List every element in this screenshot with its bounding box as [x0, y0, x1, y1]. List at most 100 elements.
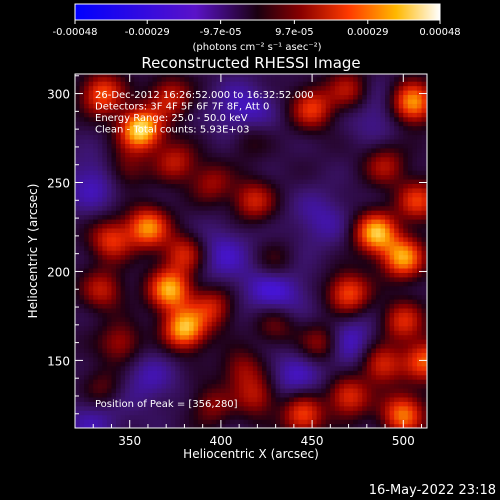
heatmap-cell — [161, 379, 167, 385]
heatmap-cell — [334, 134, 341, 140]
heatmap-cell — [93, 370, 99, 376]
heatmap-cell — [138, 152, 144, 158]
heatmap-cell — [134, 379, 140, 385]
heatmap-cell — [198, 347, 204, 353]
heatmap-cell — [157, 76, 163, 82]
heatmap-cell — [257, 383, 263, 389]
heatmap-cell — [252, 299, 258, 305]
heatmap-cell — [179, 125, 186, 131]
heatmap-cell — [325, 312, 331, 318]
heatmap-cell — [106, 352, 113, 358]
heatmap-cell — [302, 290, 309, 296]
heatmap-cell — [230, 334, 236, 340]
heatmap-cell — [143, 259, 149, 265]
heatmap-cell — [188, 81, 195, 87]
heatmap-cell — [307, 281, 313, 287]
heatmap-cell — [266, 365, 272, 371]
heatmap-cell — [248, 334, 254, 340]
heatmap-cell — [275, 134, 281, 140]
heatmap-cell — [88, 321, 94, 327]
heatmap-cell — [225, 98, 231, 104]
heatmap-cell — [138, 365, 144, 371]
heatmap-cell — [293, 76, 300, 82]
heatmap-cell — [293, 107, 300, 113]
heatmap-cell — [275, 143, 281, 149]
heatmap-cell — [280, 152, 286, 158]
heatmap-cell — [252, 94, 258, 100]
heatmap-cell — [170, 143, 176, 149]
heatmap-cell — [289, 285, 295, 291]
heatmap-cell — [143, 392, 149, 398]
heatmap-cell — [147, 183, 154, 189]
heatmap-cell — [348, 396, 354, 402]
heatmap-cell — [93, 299, 99, 305]
heatmap-cell — [316, 347, 322, 353]
heatmap-cell — [97, 187, 103, 193]
heatmap-cell — [257, 170, 263, 176]
heatmap-cell — [111, 365, 117, 371]
heatmap-cell — [302, 147, 309, 153]
heatmap-cell — [234, 347, 240, 353]
heatmap-cell — [243, 307, 249, 313]
heatmap-cell — [166, 170, 172, 176]
heatmap-cell — [106, 254, 113, 260]
heatmap-cell — [116, 254, 122, 260]
heatmap-cell — [75, 94, 81, 100]
heatmap-cell — [321, 143, 327, 149]
heatmap-cell — [220, 254, 227, 260]
heatmap-cell — [138, 147, 144, 153]
heatmap-cell — [230, 227, 236, 233]
heatmap-cell — [175, 250, 181, 256]
heatmap-cell — [280, 370, 286, 376]
heatmap-cell — [106, 183, 113, 189]
heatmap-cell — [234, 263, 240, 269]
heatmap-cell — [271, 130, 277, 136]
heatmap-cell — [248, 236, 254, 242]
heatmap-cell — [275, 85, 281, 91]
heatmap-cell — [348, 267, 354, 273]
heatmap-cell — [316, 81, 322, 87]
heatmap-cell — [202, 383, 208, 389]
heatmap-cell — [280, 161, 286, 167]
heatmap-cell — [198, 236, 204, 242]
heatmap-cell — [79, 299, 85, 305]
heatmap-cell — [216, 254, 222, 260]
heatmap-cell — [220, 85, 227, 91]
heatmap-cell — [84, 254, 90, 260]
heatmap-cell — [334, 263, 341, 269]
heatmap-cell — [175, 267, 181, 273]
heatmap-cell — [138, 74, 144, 78]
heatmap-cell — [348, 414, 354, 420]
heatmap-cell — [84, 285, 90, 291]
colorbar-unit-label: (photons cm⁻² s⁻¹ asec⁻²) — [192, 42, 321, 53]
heatmap-cell — [239, 187, 245, 193]
heatmap-cell — [344, 330, 350, 336]
heatmap-cell — [225, 285, 231, 291]
heatmap-cell — [134, 414, 140, 420]
heatmap-cell — [93, 223, 99, 229]
heatmap-cell — [339, 125, 345, 131]
heatmap-cell — [93, 361, 99, 367]
heatmap-cell — [84, 147, 90, 153]
heatmap-cell — [243, 379, 249, 385]
heatmap-cell — [198, 121, 204, 127]
heatmap-cell — [284, 361, 290, 367]
heatmap-cell — [261, 272, 268, 278]
heatmap-cell — [334, 214, 341, 220]
heatmap-cell — [234, 223, 240, 229]
heatmap-cell — [170, 361, 176, 367]
heatmap-cell — [188, 121, 195, 127]
heatmap-cell — [179, 223, 186, 229]
heatmap-cell — [293, 281, 300, 287]
heatmap-cell — [353, 370, 359, 376]
heatmap-cell — [243, 254, 249, 260]
heatmap-cell — [307, 387, 313, 394]
heatmap-cell — [120, 218, 126, 225]
heatmap-cell — [106, 125, 113, 131]
heatmap-cell — [97, 170, 103, 176]
heatmap-cell — [261, 232, 268, 238]
heatmap-cell — [211, 343, 217, 349]
heatmap-cell — [353, 374, 359, 380]
heatmap-cell — [175, 232, 181, 238]
heatmap-cell — [79, 121, 85, 127]
